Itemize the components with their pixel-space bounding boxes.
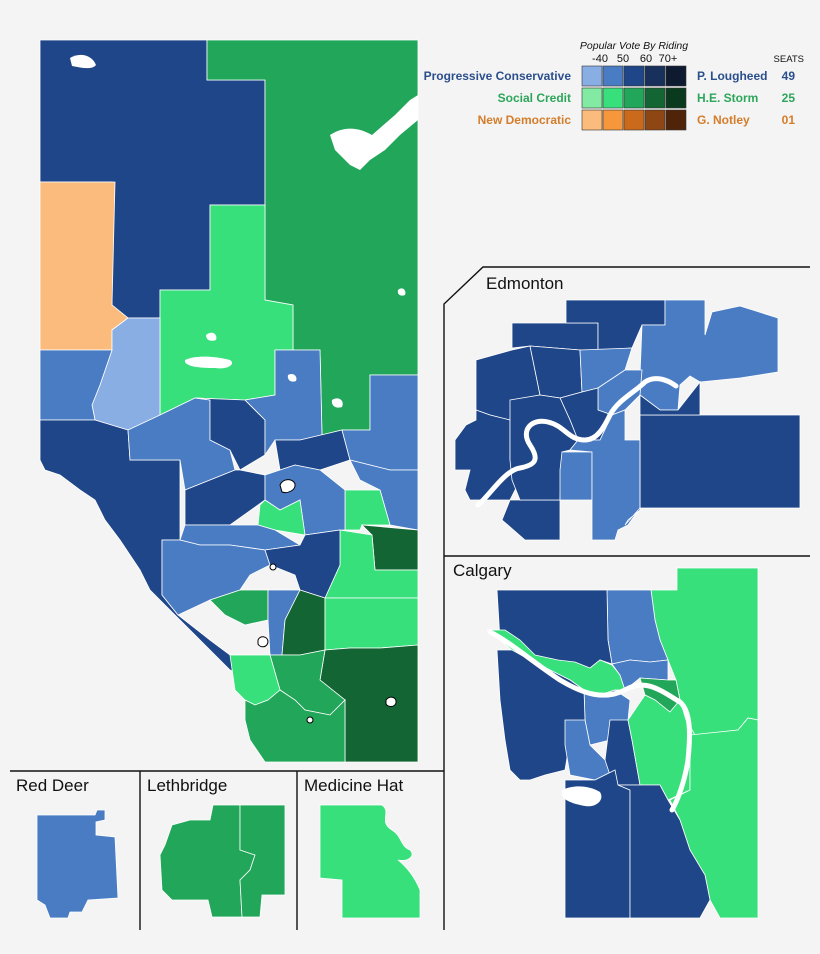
red-deer-inset: Red Deer (16, 776, 119, 919)
lethbridge-inset: Lethbridge (147, 776, 286, 918)
edm-riding-south-4 (624, 440, 641, 526)
edm-riding-south-2 (559, 451, 593, 501)
legend-bin-4: 70+ (659, 53, 678, 65)
edmonton-inset: Edmonton (454, 274, 801, 541)
lake-small-1 (206, 332, 217, 341)
lake-small-3 (331, 398, 343, 408)
legend-swatch-0-4 (665, 65, 687, 87)
legend-bin-2: 50 (617, 53, 629, 65)
legend-swatch-1-3 (644, 87, 666, 109)
edmonton-title: Edmonton (486, 274, 564, 293)
riding-central-sc (257, 499, 306, 536)
lake-small-4 (397, 288, 406, 296)
legend-swatch-0-1 (602, 65, 624, 87)
medicine-hat-marker (385, 696, 397, 707)
calgary-marker (257, 636, 269, 648)
legend-heading: Popular Vote By Riding (580, 40, 688, 52)
legend-seats-1: 25 (782, 91, 796, 105)
legend-swatch-0-0 (581, 65, 603, 87)
edm-riding-east-strip (639, 380, 701, 416)
lesser-slave-lake (185, 356, 233, 369)
legend-swatches-2 (581, 109, 687, 131)
legend-swatch-0-3 (644, 65, 666, 87)
lethbridge-riding-east (239, 804, 286, 918)
legend-swatch-2-0 (581, 109, 603, 131)
edm-riding-east-big (639, 414, 801, 509)
legend-party-1: Social Credit (498, 91, 571, 105)
legend-leader-2: G. Notley (697, 113, 750, 127)
red-deer-title: Red Deer (16, 776, 89, 795)
legend-swatches-0 (581, 65, 687, 87)
legend-party-2: New Democratic (478, 113, 572, 127)
medicine-hat-riding (319, 804, 421, 919)
riding-mountain-west (39, 419, 256, 681)
legend-swatch-1-1 (602, 87, 624, 109)
legend-party-0: Progressive Conservative (424, 69, 572, 83)
legend-swatches-1 (581, 87, 687, 109)
medicine-hat-title: Medicine Hat (304, 776, 403, 795)
legend-swatch-1-2 (623, 87, 645, 109)
inset-frames (10, 266, 810, 930)
riding-central-j (161, 539, 271, 616)
edmonton-marker (279, 479, 296, 493)
calgary-title: Calgary (453, 561, 512, 580)
red-deer-riding (36, 809, 119, 919)
bow-river-calgary (487, 629, 693, 813)
legend-leader-0: P. Lougheed (697, 69, 767, 83)
red-deer-marker (269, 563, 277, 571)
legend-swatch-2-4 (665, 109, 687, 131)
north-saskatchewan-river-edmonton (475, 376, 679, 508)
edm-riding-north-a (511, 322, 599, 351)
legend-seats-0: 49 (782, 69, 796, 83)
lethbridge-title: Lethbridge (147, 776, 227, 795)
legend-bin-3: 60 (640, 53, 652, 65)
legend-seats-heading: SEATS (774, 54, 804, 65)
legend-swatch-2-1 (602, 109, 624, 131)
legend-seats-2: 01 (782, 113, 796, 127)
legend: Popular Vote By Riding -40 50 60 70+ SEA… (424, 40, 804, 131)
riding-south-border-sc (244, 689, 346, 763)
legend-leader-1: H.E. Storm (697, 91, 758, 105)
province-map (39, 39, 419, 763)
edm-riding-south-3 (569, 409, 641, 541)
riding-southeast-light (324, 597, 419, 651)
edmonton-frame (443, 266, 810, 930)
glenmore-reservoir (562, 786, 602, 807)
legend-swatch-1-0 (581, 87, 603, 109)
riding-central-k (264, 529, 341, 599)
legend-swatch-1-4 (665, 87, 687, 109)
lake-north (70, 54, 96, 69)
legend-swatch-2-3 (644, 109, 666, 131)
lake-small-2 (287, 373, 297, 382)
legend-swatch-0-2 (623, 65, 645, 87)
legend-swatch-2-2 (623, 109, 645, 131)
legend-bin-1: -40 (592, 53, 608, 65)
medicine-hat-inset: Medicine Hat (304, 776, 421, 919)
lethbridge-marker (306, 716, 314, 724)
cgy-riding-south-2 (617, 784, 711, 919)
calgary-inset: Calgary (453, 561, 759, 919)
lake-athabasca (330, 95, 418, 170)
